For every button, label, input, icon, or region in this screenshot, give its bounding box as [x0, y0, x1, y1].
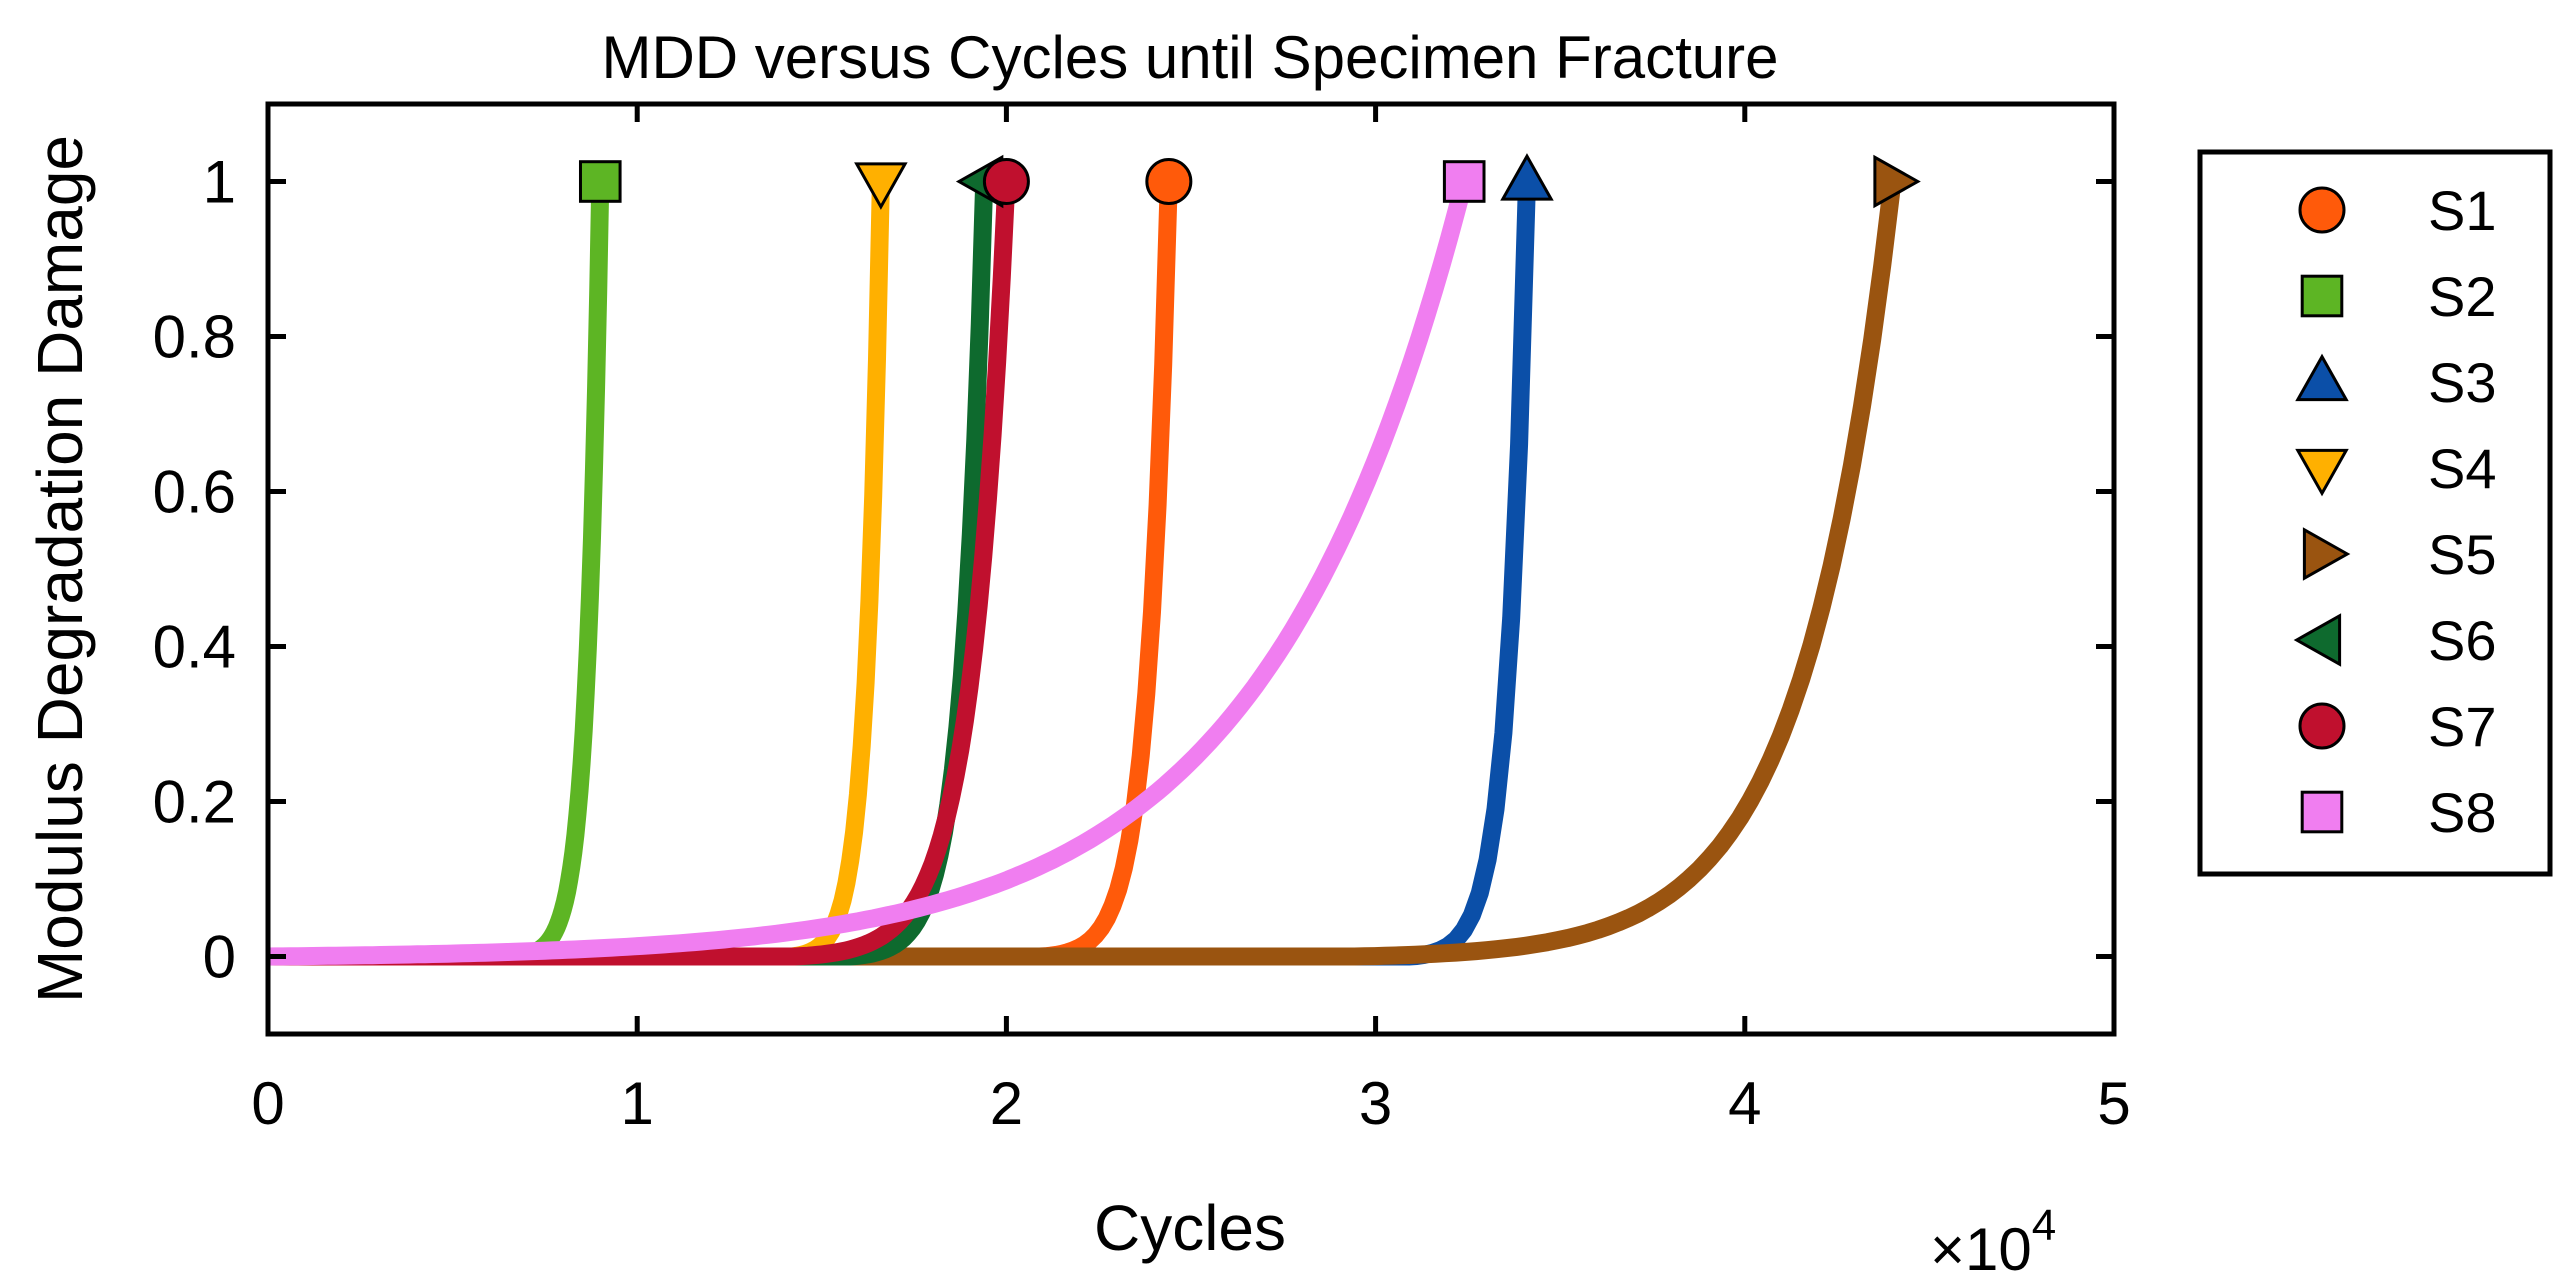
series-line-s1 — [268, 172, 1178, 966]
end-marker-s2 — [578, 160, 622, 203]
y-tick-label: 0.4 — [153, 614, 236, 681]
series-line-s8 — [268, 172, 1474, 966]
legend-marker-s2 — [2300, 274, 2344, 318]
y-tick-label: 1 — [203, 149, 236, 216]
x-tick-label: 1 — [621, 1070, 654, 1137]
legend-label-s5: S5 — [2428, 523, 2497, 586]
legend-label-s8: S8 — [2428, 781, 2497, 844]
x-tick-label: 0 — [251, 1070, 284, 1137]
x-tick-label: 3 — [1359, 1070, 1392, 1137]
legend-box — [2197, 149, 2553, 877]
axis-ticks: 0 1 2 3 4 5 0 0.2 0.4 0.6 0.8 1 — [153, 104, 2131, 1137]
legend: S1 S2 S3 S4 S5 S6 S7 S8 — [2293, 179, 2497, 844]
legend-marker-s8 — [2300, 790, 2344, 834]
series-line-s2 — [268, 172, 610, 966]
x-exponent: ×104 — [1930, 1201, 2056, 1283]
end-marker-s7 — [982, 158, 1030, 205]
legend-label-s6: S6 — [2428, 609, 2497, 672]
series-end-markers — [578, 153, 1921, 210]
series-line-s7 — [268, 172, 1016, 966]
y-tick-label: 0.6 — [153, 459, 236, 526]
end-marker-s8 — [1442, 160, 1486, 203]
x-tick-label: 4 — [1728, 1070, 1761, 1137]
series-lines — [268, 172, 1902, 966]
y-tick-label: 0.2 — [153, 769, 236, 836]
chart-title: MDD versus Cycles until Specimen Fractur… — [601, 24, 1778, 91]
legend-label-s7: S7 — [2428, 695, 2497, 758]
y-axis-label: Modulus Degradation Damage — [24, 135, 96, 1003]
end-marker-s3 — [1500, 153, 1554, 201]
x-axis-label: Cycles — [1094, 1192, 1286, 1264]
legend-marker-s5 — [2302, 527, 2351, 581]
legend-label-s3: S3 — [2428, 351, 2497, 414]
legend-label-s1: S1 — [2428, 179, 2497, 242]
end-marker-s1 — [1145, 158, 1193, 205]
legend-label-s4: S4 — [2428, 437, 2497, 500]
y-tick-label: 0 — [203, 924, 236, 991]
legend-label-s2: S2 — [2428, 265, 2497, 328]
legend-marker-s4 — [2295, 448, 2349, 497]
x-exponent-power: 4 — [2032, 1201, 2056, 1250]
x-tick-label: 2 — [990, 1070, 1023, 1137]
y-tick-label: 0.8 — [153, 304, 236, 371]
x-tick-label: 5 — [2097, 1070, 2130, 1137]
x-exponent-base: ×10 — [1930, 1216, 2032, 1283]
legend-marker-s3 — [2295, 353, 2349, 402]
end-marker-s4 — [854, 162, 908, 210]
end-marker-s5 — [1873, 154, 1921, 209]
legend-marker-s6 — [2293, 613, 2342, 667]
legend-marker-s1 — [2298, 186, 2346, 234]
legend-marker-s7 — [2298, 702, 2346, 750]
plot-frame — [265, 101, 2117, 1037]
series-line-s3 — [268, 172, 1536, 966]
